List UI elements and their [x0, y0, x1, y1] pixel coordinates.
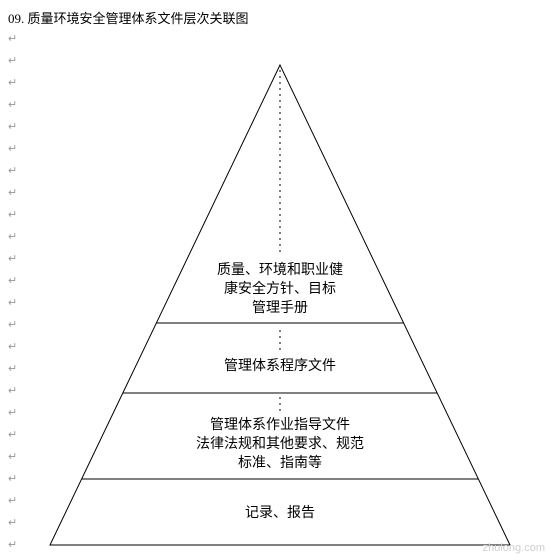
page-title: 09. 质量环境安全管理体系文件层次关联图	[8, 8, 249, 27]
pyramid-svg	[40, 55, 520, 555]
pyramid-diagram: 质量、环境和职业健康安全方针、目标管理手册管理体系程序文件管理体系作业指导文件法…	[40, 55, 520, 555]
watermark: zhulong.com	[483, 542, 545, 554]
paragraph-marks-column: ↵↵↵↵↵↵↵↵↵↵↵↵↵↵↵↵↵↵↵↵↵↵↵↵	[8, 28, 17, 556]
